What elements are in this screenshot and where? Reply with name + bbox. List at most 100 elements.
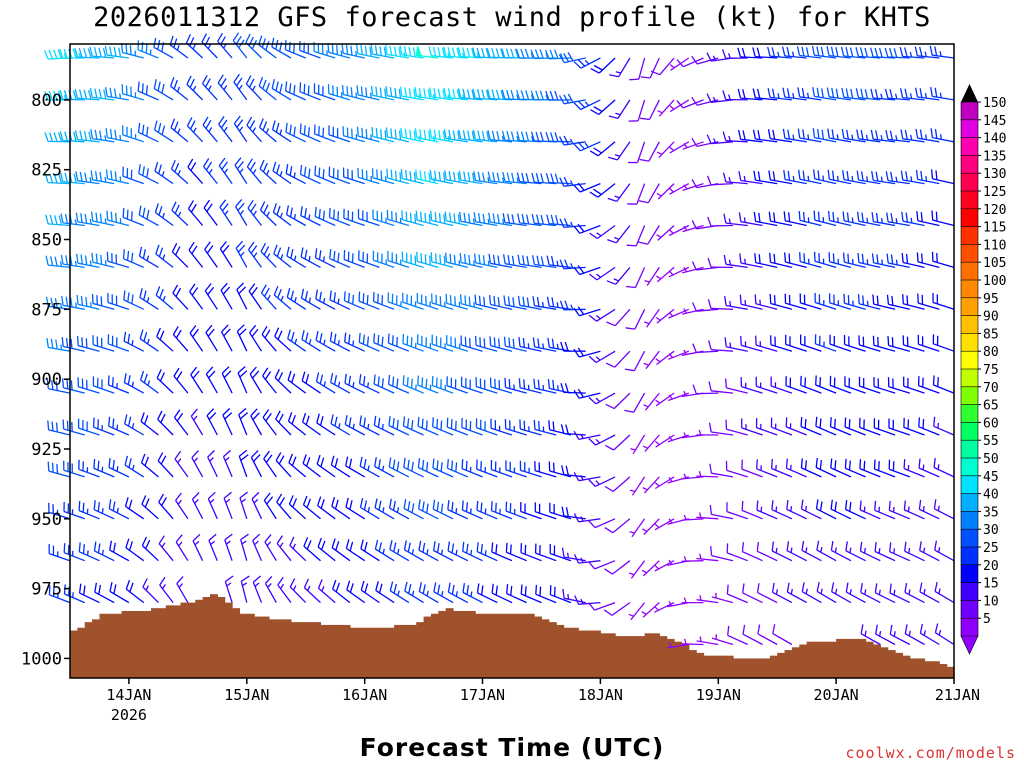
wind-barb [217,74,233,101]
wind-barb [681,514,704,521]
ground-column [283,619,292,678]
wind-barb [930,86,955,101]
wind-barb [221,366,233,394]
wind-barb [109,581,130,604]
wind-barb [726,543,748,562]
wind-barb [858,376,881,394]
ground-column [615,636,624,678]
wind-barb [274,327,292,352]
wind-barb [91,293,115,310]
colorbar-swatch [960,600,979,619]
wind-barb [357,209,380,227]
ground-column [784,650,793,678]
wind-barb [657,99,675,117]
wind-barb [263,450,277,478]
wind-barb [641,560,660,577]
wind-barb [446,417,469,436]
wind-barb [656,183,675,200]
wind-barb [429,169,454,185]
wind-barb [90,129,115,143]
wind-barb [859,459,881,478]
wind-barb [707,216,734,227]
wind-barb [415,210,439,227]
colorbar-label: 145 [983,114,1006,129]
ground-column [453,610,462,678]
wind-barb [799,252,822,269]
wind-barb [770,458,793,478]
wind-barb [122,166,144,185]
wind-barb [737,47,763,59]
wind-barb [90,211,115,227]
wind-barb [886,212,910,227]
ground-column [600,633,609,678]
y-tick-label: 900 [31,370,62,390]
wind-barb [63,460,85,478]
wind-barb [248,283,263,310]
colorbar-swatch [960,582,979,601]
wind-barb [532,337,557,352]
wind-barb [588,350,616,364]
wind-barb [444,170,468,185]
wind-barb [402,375,424,394]
wind-barb [417,416,439,436]
wind-barb [63,543,85,562]
wind-barb [404,581,424,604]
wind-barb [682,141,704,150]
ground-column [335,624,344,678]
wind-barb [516,172,542,185]
wind-barb [302,495,321,520]
colorbar-label: 5 [983,612,991,627]
wind-barb [159,576,174,603]
colorbar-swatch [960,528,979,548]
wind-barb [446,458,469,478]
wind-barb [914,87,940,101]
wind-barb [771,582,793,604]
wind-barb [328,207,351,227]
wind-barb [933,458,955,478]
wind-barb [696,636,719,646]
wind-barb [105,128,130,143]
wind-barb [544,49,571,60]
ground-column [70,630,78,678]
wind-barb [502,254,527,269]
wind-barb [490,501,513,520]
wind-barb [233,73,248,101]
wind-barb [696,471,719,478]
wind-barb [374,539,395,562]
wind-barb [461,417,483,436]
wind-barb [59,131,85,143]
wind-barb [707,299,734,310]
wind-barb [885,129,910,143]
wind-barb [588,476,616,487]
ground-column [77,627,86,678]
wind-barb [374,498,395,520]
wind-barb [682,182,704,192]
wind-barb [757,624,778,646]
wind-barb [722,131,748,143]
wind-barb [264,534,277,562]
ground-column [909,658,918,678]
wind-barb [219,241,233,268]
colorbar-swatch [960,457,979,477]
wind-barb [108,416,130,436]
wind-barb [506,584,527,604]
ground-column [224,602,233,678]
colorbar-swatch [960,422,979,441]
wind-barb [519,419,542,436]
wind-barb [841,87,866,101]
wind-barb [655,308,675,324]
wind-barb [430,252,454,269]
wind-barb [217,32,233,59]
wind-barb [899,47,925,59]
wind-barb [417,375,439,394]
wind-barb [491,583,513,604]
wind-barb [668,224,690,237]
wind-barb [175,534,189,562]
wind-barb [934,540,955,562]
wind-barb [432,541,454,562]
wind-barb [931,210,955,227]
wind-barb [816,581,837,604]
wind-barb [252,533,263,561]
wind-barb [814,292,837,310]
wind-barb [272,161,292,185]
